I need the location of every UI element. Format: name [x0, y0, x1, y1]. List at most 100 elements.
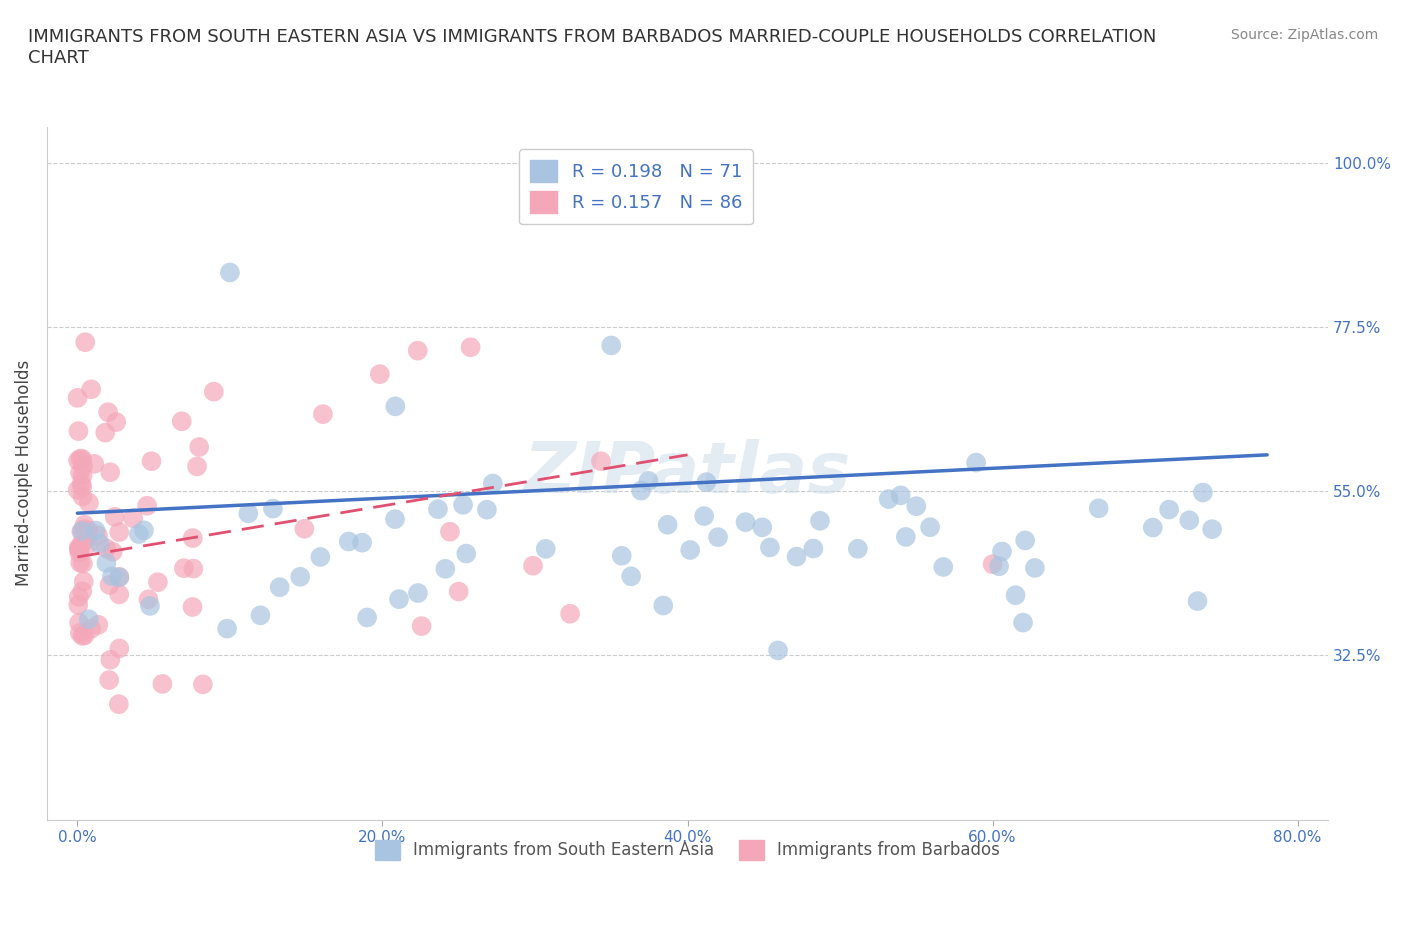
Immigrants from Barbados [70, 537, 93, 551]
Immigrants from Barbados [981, 557, 1004, 572]
Immigrants from Barbados [70, 584, 93, 599]
Immigrants from Barbados [69, 451, 91, 466]
Immigrants from Barbados [67, 453, 90, 468]
Immigrants from Barbados [98, 465, 121, 480]
Immigrants from South Eastern Asia [406, 586, 429, 601]
Immigrants from South Eastern Asia [600, 338, 623, 352]
Immigrants from South Eastern Asia [1201, 522, 1223, 537]
Immigrants from Barbados [69, 555, 91, 570]
Immigrants from Barbados [72, 452, 94, 467]
Immigrants from Barbados [368, 366, 391, 381]
Immigrants from Barbados [87, 528, 110, 543]
Immigrants from Barbados [181, 600, 204, 615]
Immigrants from Barbados [108, 587, 131, 602]
Immigrants from South Eastern Asia [269, 579, 291, 594]
Immigrants from Barbados [447, 584, 470, 599]
Immigrants from Barbados [138, 591, 160, 606]
Immigrants from South Eastern Asia [128, 526, 150, 541]
Immigrants from South Eastern Asia [1192, 485, 1215, 500]
Immigrants from South Eastern Asia [84, 523, 107, 538]
Immigrants from South Eastern Asia [657, 517, 679, 532]
Immigrants from Barbados [77, 496, 100, 511]
Immigrants from South Eastern Asia [786, 550, 808, 565]
Immigrants from South Eastern Asia [101, 569, 124, 584]
Immigrants from Barbados [70, 476, 93, 491]
Immigrants from Barbados [522, 558, 544, 573]
Immigrants from Barbados [72, 556, 94, 571]
Immigrants from South Eastern Asia [219, 265, 242, 280]
Immigrants from Barbados [77, 537, 100, 551]
Immigrants from South Eastern Asia [1004, 588, 1026, 603]
Immigrants from Barbados [73, 628, 96, 643]
Immigrants from Barbados [72, 629, 94, 644]
Immigrants from South Eastern Asia [1187, 593, 1209, 608]
Immigrants from Barbados [108, 569, 131, 584]
Immigrants from Barbados [98, 652, 121, 667]
Immigrants from Barbados [98, 578, 121, 592]
Text: Source: ZipAtlas.com: Source: ZipAtlas.com [1230, 28, 1378, 42]
Immigrants from Barbados [94, 425, 117, 440]
Immigrants from South Eastern Asia [217, 621, 239, 636]
Immigrants from Barbados [97, 405, 120, 419]
Immigrants from South Eastern Asia [610, 549, 633, 564]
Immigrants from South Eastern Asia [426, 501, 449, 516]
Immigrants from Barbados [67, 597, 90, 612]
Immigrants from Barbados [122, 511, 145, 525]
Immigrants from Barbados [72, 468, 94, 483]
Immigrants from Barbados [460, 339, 482, 354]
Immigrants from South Eastern Asia [1024, 561, 1046, 576]
Immigrants from Barbados [292, 522, 315, 537]
Immigrants from South Eastern Asia [1014, 533, 1036, 548]
Immigrants from Barbados [67, 541, 90, 556]
Immigrants from South Eastern Asia [337, 534, 360, 549]
Immigrants from South Eastern Asia [637, 473, 659, 488]
Immigrants from Barbados [558, 606, 581, 621]
Immigrants from Barbados [83, 457, 105, 472]
Immigrants from South Eastern Asia [877, 492, 900, 507]
Immigrants from Barbados [73, 522, 96, 537]
Immigrants from Barbados [67, 616, 90, 631]
Immigrants from South Eastern Asia [482, 476, 505, 491]
Immigrants from Barbados [80, 621, 103, 636]
Immigrants from South Eastern Asia [759, 540, 782, 555]
Immigrants from South Eastern Asia [766, 643, 789, 658]
Immigrants from Barbados [202, 384, 225, 399]
Legend: Immigrants from South Eastern Asia, Immigrants from Barbados: Immigrants from South Eastern Asia, Immi… [368, 833, 1007, 867]
Immigrants from South Eastern Asia [89, 537, 111, 551]
Immigrants from South Eastern Asia [652, 598, 675, 613]
Immigrants from South Eastern Asia [352, 536, 374, 551]
Y-axis label: Married-couple Households: Married-couple Households [15, 360, 32, 586]
Immigrants from Barbados [589, 454, 612, 469]
Immigrants from Barbados [69, 626, 91, 641]
Immigrants from Barbados [406, 343, 429, 358]
Immigrants from South Eastern Asia [309, 550, 332, 565]
Immigrants from Barbados [70, 479, 93, 494]
Immigrants from Barbados [173, 561, 195, 576]
Immigrants from South Eastern Asia [991, 544, 1014, 559]
Immigrants from South Eastern Asia [384, 512, 406, 526]
Immigrants from South Eastern Asia [451, 498, 474, 512]
Immigrants from South Eastern Asia [384, 399, 406, 414]
Immigrants from South Eastern Asia [262, 501, 284, 516]
Immigrants from Barbados [136, 498, 159, 513]
Immigrants from Barbados [66, 391, 89, 405]
Immigrants from Barbados [75, 533, 97, 548]
Immigrants from South Eastern Asia [290, 569, 312, 584]
Immigrants from Barbados [186, 458, 208, 473]
Immigrants from South Eastern Asia [846, 541, 869, 556]
Immigrants from South Eastern Asia [890, 488, 912, 503]
Immigrants from Barbados [101, 544, 124, 559]
Immigrants from Barbados [146, 575, 169, 590]
Immigrants from Barbados [80, 382, 103, 397]
Text: ZIPatlas: ZIPatlas [524, 439, 851, 508]
Immigrants from South Eastern Asia [356, 610, 378, 625]
Immigrants from South Eastern Asia [630, 484, 652, 498]
Immigrants from Barbados [108, 641, 131, 656]
Immigrants from South Eastern Asia [751, 520, 773, 535]
Immigrants from Barbados [72, 458, 94, 473]
Immigrants from South Eastern Asia [456, 546, 478, 561]
Immigrants from Barbados [411, 618, 433, 633]
Immigrants from South Eastern Asia [475, 502, 498, 517]
Immigrants from Barbados [96, 541, 118, 556]
Immigrants from South Eastern Asia [965, 455, 987, 470]
